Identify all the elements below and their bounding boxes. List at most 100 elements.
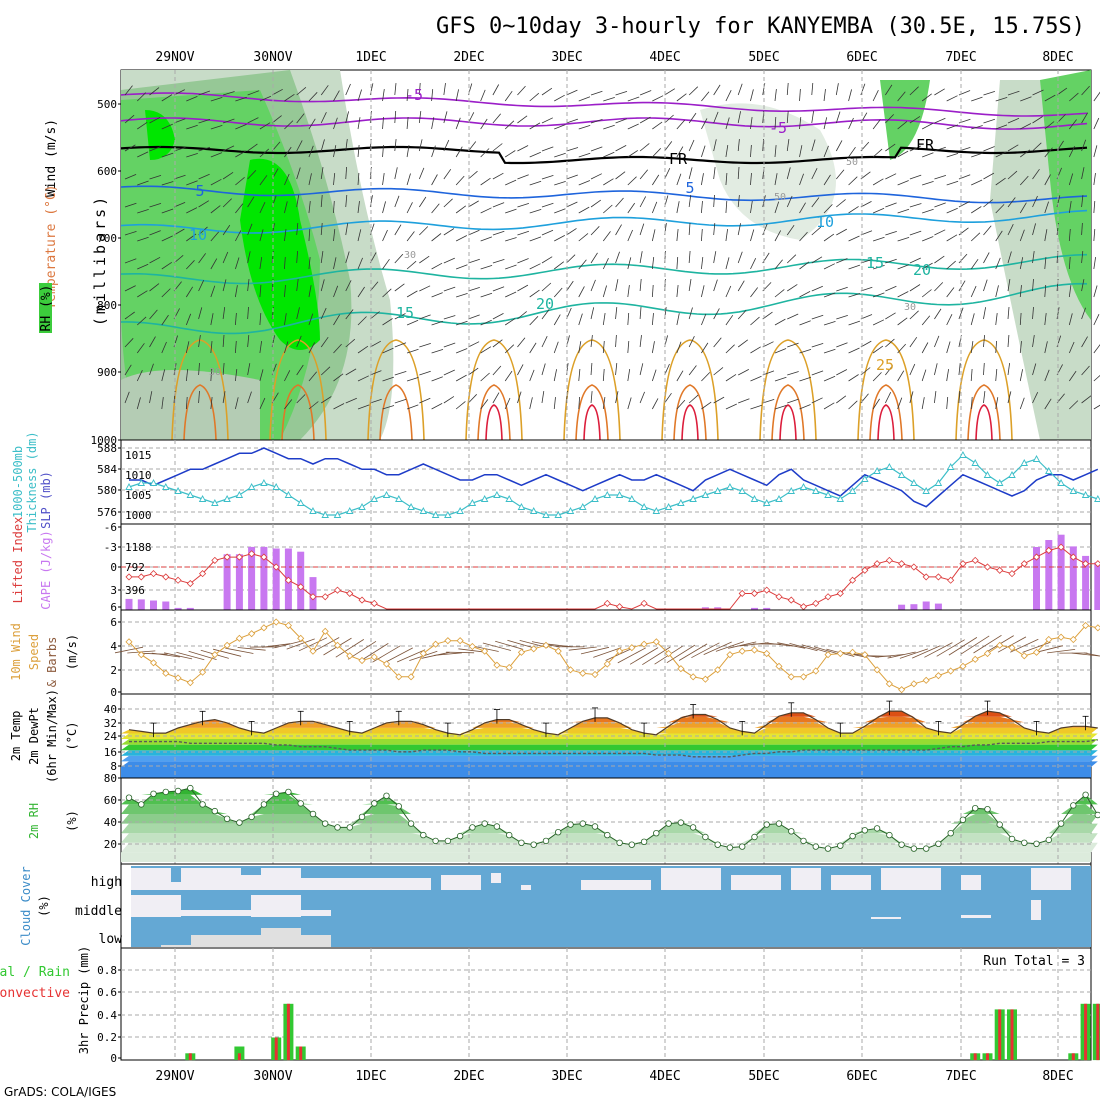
wind-barb: [737, 111, 741, 124]
wind-barb: [173, 202, 186, 208]
axis-tick-label: 80: [104, 772, 117, 785]
rh2m-point: [972, 805, 979, 812]
wind-barb: [345, 111, 349, 124]
wind-barb: [136, 370, 143, 382]
wind-barb-10m: [225, 647, 254, 654]
wind-barb-10m: [777, 642, 806, 649]
wind-barb: [1032, 223, 1036, 236]
wind-barb: [921, 289, 932, 298]
wind-barb: [308, 173, 312, 186]
lifted-index-point: [1020, 560, 1028, 568]
wind-barb: [431, 349, 444, 354]
wind-barb: [639, 116, 651, 124]
wind-barb: [860, 286, 873, 292]
wind-speed-point: [1045, 635, 1053, 644]
slp-point: [137, 479, 146, 486]
wind-barb: [872, 90, 879, 102]
lifted-index-point: [1045, 546, 1053, 555]
wind-barb: [627, 340, 630, 354]
wind-barb: [1019, 369, 1023, 382]
wind-barb: [995, 285, 999, 298]
wind-barb: [1019, 229, 1025, 242]
lifted-index-point: [174, 576, 182, 584]
wind-barb: [676, 341, 682, 354]
wind-barb: [578, 396, 580, 410]
wind-barb: [676, 229, 679, 242]
wind-barb: [651, 369, 657, 382]
wind-barb-10m: [801, 644, 830, 654]
wind-barb: [701, 145, 706, 158]
wind-barb-10m: [1083, 652, 1100, 657]
wind-barb: [651, 229, 656, 242]
wind-barb: [247, 196, 255, 208]
wind-barb: [811, 111, 814, 124]
slp-point: [566, 507, 575, 514]
wind-barb: [1068, 370, 1077, 382]
wind-barb: [198, 90, 211, 96]
rh2m-point: [444, 837, 452, 845]
rh2m-point: [456, 832, 464, 840]
temperature-contour: [120, 92, 1088, 117]
wind-barb: [578, 259, 587, 270]
wind-barb: [333, 173, 336, 186]
temp2m-line: [128, 710, 1098, 736]
lifted-index-point: [248, 550, 256, 558]
slp-point: [922, 487, 930, 494]
wind-barb: [1081, 139, 1087, 152]
precip-conv-bar: [1096, 1003, 1100, 1061]
wind-barb: [676, 285, 679, 298]
wind-barb: [897, 180, 909, 186]
rh2m-point: [346, 824, 353, 831]
wind-barb: [909, 363, 916, 376]
wind-barb: [701, 285, 705, 298]
wind-barb: [750, 404, 762, 410]
wind-barb: [468, 367, 479, 376]
wind-barb: [235, 203, 244, 214]
wind-barb: [1093, 314, 1100, 326]
lifted-index-point: [922, 573, 930, 581]
wind-barb: [970, 232, 981, 242]
cape-bar: [150, 600, 157, 610]
wind-barb: [296, 195, 300, 208]
cape-bar: [272, 548, 280, 610]
contour-label: 20: [536, 295, 554, 313]
wind-barb: [431, 145, 436, 158]
wind-barb: [639, 391, 645, 404]
wind-barb: [1068, 313, 1073, 326]
temp2m-label-2: 2m DewPt: [27, 707, 41, 765]
wind-barb: [909, 145, 921, 152]
upper-air-panel: 500 600 700 800 900 1000 -5 -5 FR FR 5 5 10 10 15 15 20…: [39, 69, 1100, 447]
wind-barb-10m: [335, 639, 365, 658]
wind-barb: [443, 286, 456, 292]
wind-barb-10m: [960, 635, 990, 655]
wind-barb: [823, 174, 831, 186]
wind-barb: [418, 82, 421, 96]
wind-barb: [566, 280, 574, 292]
wind-barb: [419, 397, 431, 404]
cloud-cover-cell: [961, 875, 981, 890]
wind-barb: [786, 195, 793, 208]
wind-barb: [934, 335, 940, 348]
wind-barb: [823, 233, 835, 242]
wind-barb: [235, 230, 242, 242]
precip-total-label: Total / Rain: [0, 965, 70, 980]
wind-barb: [320, 85, 329, 96]
date-label-top: 1DEC: [355, 50, 386, 65]
wind-barb-10m: [593, 647, 622, 658]
axis-tick-label: 0.8: [97, 964, 117, 977]
wind-barb: [1032, 392, 1039, 404]
wind-barb: [406, 404, 419, 410]
slp-point: [493, 491, 501, 498]
wind-barb: [602, 285, 607, 298]
rh2m-point: [1070, 802, 1077, 809]
wind-barb: [394, 83, 397, 96]
wind-barb: [774, 289, 785, 298]
contour-label: 50: [774, 192, 786, 203]
wind-barb: [296, 140, 303, 152]
wind-barb: [443, 369, 455, 376]
wind-barb: [406, 348, 419, 354]
rh2m-point: [616, 839, 623, 846]
wind-barb-10m: [728, 641, 757, 649]
wind-barb: [713, 308, 720, 320]
wind-barb: [1093, 374, 1100, 382]
